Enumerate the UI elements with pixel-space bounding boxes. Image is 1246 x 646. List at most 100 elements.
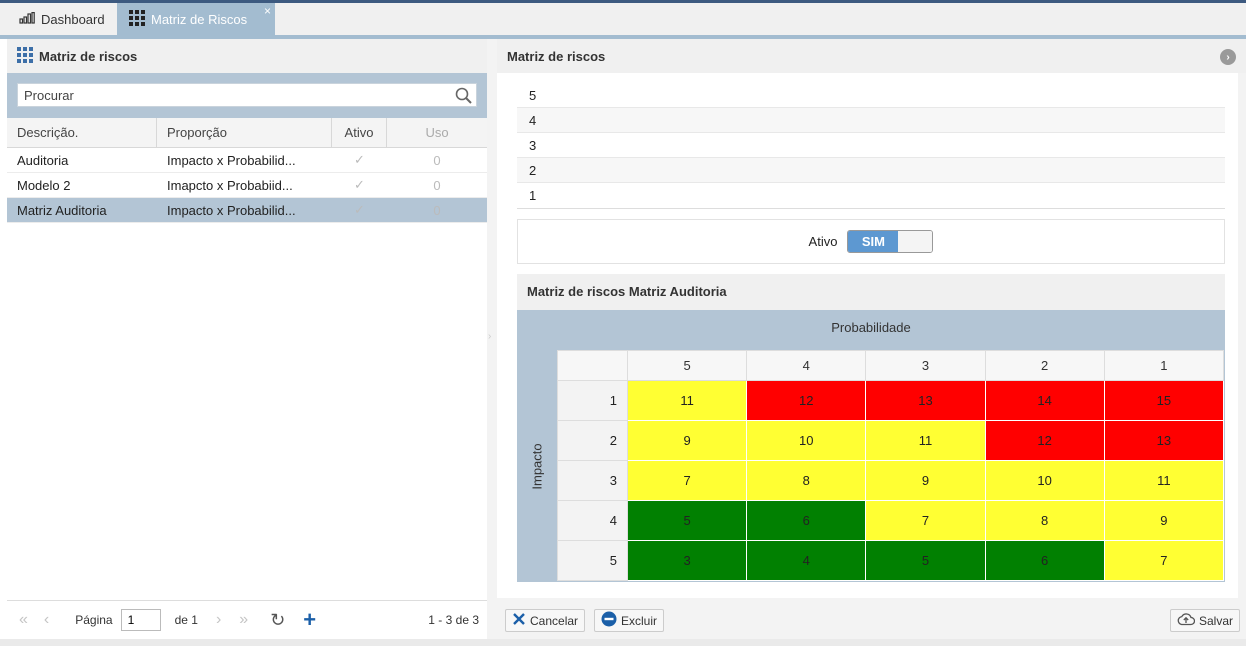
risk-matrix-list-panel: Matriz de riscos Descrição. Proporção At… [7, 39, 487, 639]
table-row[interactable]: Modelo 2 Imapcto x Probabiid... ✓ 0 [7, 173, 487, 198]
collapse-icon[interactable]: › [1220, 49, 1236, 65]
next-page-button[interactable]: › [215, 611, 222, 628]
matrix-cell[interactable]: 9 [1103, 500, 1225, 541]
matrix-row: 2 9 10 11 12 13 [557, 420, 1225, 461]
save-button[interactable]: Salvar [1170, 609, 1241, 632]
refresh-icon[interactable]: ↻ [270, 609, 286, 630]
column-uso[interactable]: Uso [425, 125, 449, 140]
matrix-cell[interactable]: 6 [984, 540, 1105, 581]
matrix-cell[interactable]: 11 [1103, 460, 1225, 501]
cancel-button[interactable]: Cancelar [505, 609, 586, 632]
bottom-border [0, 639, 1246, 646]
probabilidade-column-header: 2 [984, 350, 1105, 381]
list-panel-title: Matriz de riscos [39, 48, 138, 64]
matrix-cell[interactable]: 14 [984, 380, 1105, 421]
matrix-corner [557, 350, 628, 381]
probabilidade-axis-label: Probabilidade [831, 320, 911, 335]
matrix-cell[interactable]: 12 [984, 420, 1105, 461]
last-page-button[interactable]: » [239, 611, 249, 628]
risk-matrix: Matriz de riscos Matriz Auditoria Probab… [517, 274, 1225, 582]
impacto-axis-label-wrap: Impacto [517, 350, 557, 582]
impacto-axis-label: Impacto [529, 442, 545, 490]
matrix-cell[interactable]: 4 [746, 540, 867, 581]
probabilidade-column-header: 3 [865, 350, 986, 381]
matrix-cell[interactable]: 9 [626, 420, 748, 461]
page-count: de 1 [174, 613, 198, 627]
save-button-label: Salvar [1199, 613, 1234, 628]
cell-proporcao: Imapcto x Probabiid... [167, 177, 293, 193]
level-item[interactable]: 5 [517, 83, 1225, 108]
level-item[interactable]: 3 [517, 133, 1225, 158]
cell-descricao: Auditoria [17, 152, 69, 168]
matrix-cell[interactable]: 7 [626, 460, 748, 501]
toggle-on-label: SIM [848, 231, 899, 252]
table-row[interactable]: Auditoria Impacto x Probabilid... ✓ 0 [7, 148, 487, 173]
cell-uso: 0 [433, 152, 441, 168]
matrix-cell[interactable]: 8 [746, 460, 867, 501]
first-page-button[interactable]: « [19, 611, 28, 628]
matrix-title: Matriz de riscos Matriz Auditoria [517, 274, 1225, 310]
delete-button[interactable]: Excluir [594, 609, 665, 632]
detail-panel-header: Matriz de riscos › [497, 39, 1246, 73]
matrix-cell[interactable]: 11 [865, 420, 986, 461]
matrix-row: 3 7 8 9 10 11 [557, 460, 1225, 501]
matrix-table: 5 4 3 2 1 1 11 12 13 14 15 2 9 10 11 12 13 3 7 8 9 10 11 4 5 6 7 8 9… [557, 350, 1225, 581]
page-number-input[interactable] [120, 609, 161, 631]
matrix-cell[interactable]: 7 [1103, 540, 1225, 581]
matrix-cell[interactable]: 13 [1103, 420, 1225, 461]
search-box [17, 83, 477, 107]
matrix-cell[interactable]: 3 [626, 540, 748, 581]
cloud-upload-icon [1177, 612, 1196, 629]
matrix-cell[interactable]: 5 [865, 540, 986, 581]
search-icon[interactable] [455, 87, 472, 107]
matrix-cell[interactable]: 10 [984, 460, 1105, 501]
column-ativo[interactable]: Ativo [332, 118, 387, 148]
detail-panel-title: Matriz de riscos [507, 48, 606, 64]
matrix-cell[interactable]: 5 [626, 500, 748, 541]
matrix-cell[interactable]: 13 [865, 380, 986, 421]
minus-circle-icon [601, 611, 617, 630]
column-descricao[interactable]: Descrição. [7, 118, 157, 148]
matrix-cell[interactable]: 7 [865, 500, 986, 541]
matrix-cell[interactable]: 6 [746, 500, 867, 541]
ativo-toggle[interactable]: SIM [847, 230, 934, 253]
table-row[interactable]: Matriz Auditoria Impacto x Probabilid... ✓… [7, 198, 487, 223]
toggle-handle [898, 231, 933, 252]
ativo-label: Ativo [808, 234, 838, 249]
column-proporcao[interactable]: Proporção [157, 118, 332, 148]
impacto-row-header: 5 [557, 540, 628, 581]
level-item[interactable]: 4 [517, 108, 1225, 133]
impacto-row-header: 1 [557, 380, 628, 421]
matrix-cell[interactable]: 9 [865, 460, 986, 501]
matrix-cell[interactable]: 12 [746, 380, 867, 421]
tab-matriz-de-riscos[interactable]: Matriz de Riscos × [117, 3, 275, 35]
cell-uso: 0 [433, 202, 441, 218]
search-bar [7, 73, 487, 118]
panel-splitter[interactable]: › [487, 39, 497, 639]
close-icon[interactable]: × [263, 4, 271, 18]
grid-header: Descrição. Proporção Ativo Uso [7, 118, 487, 148]
grid-icon [17, 46, 33, 66]
matrix-cell[interactable]: 10 [746, 420, 867, 461]
tab-bar: Dashboard Matriz de Riscos × [0, 3, 1246, 35]
level-item[interactable]: 1 [529, 188, 537, 203]
prev-page-button[interactable]: ‹ [43, 611, 50, 628]
page-label: Página [75, 613, 113, 627]
matrix-cell[interactable]: 8 [984, 500, 1105, 541]
chevron-right-icon[interactable]: › [488, 331, 492, 342]
record-range: 1 - 3 de 3 [428, 613, 479, 627]
list-panel-header: Matriz de riscos [7, 39, 487, 73]
matrix-cell[interactable]: 11 [626, 380, 748, 421]
matrix-cell[interactable]: 15 [1103, 380, 1225, 421]
impacto-row-header: 2 [557, 420, 628, 461]
tab-dashboard[interactable]: Dashboard [7, 3, 116, 35]
add-button[interactable]: + [303, 607, 317, 632]
cell-descricao: Modelo 2 [17, 177, 71, 193]
cell-proporcao: Impacto x Probabilid... [167, 152, 296, 168]
grid-icon [129, 9, 145, 29]
level-item[interactable]: 2 [517, 158, 1225, 183]
search-input[interactable] [18, 84, 476, 106]
